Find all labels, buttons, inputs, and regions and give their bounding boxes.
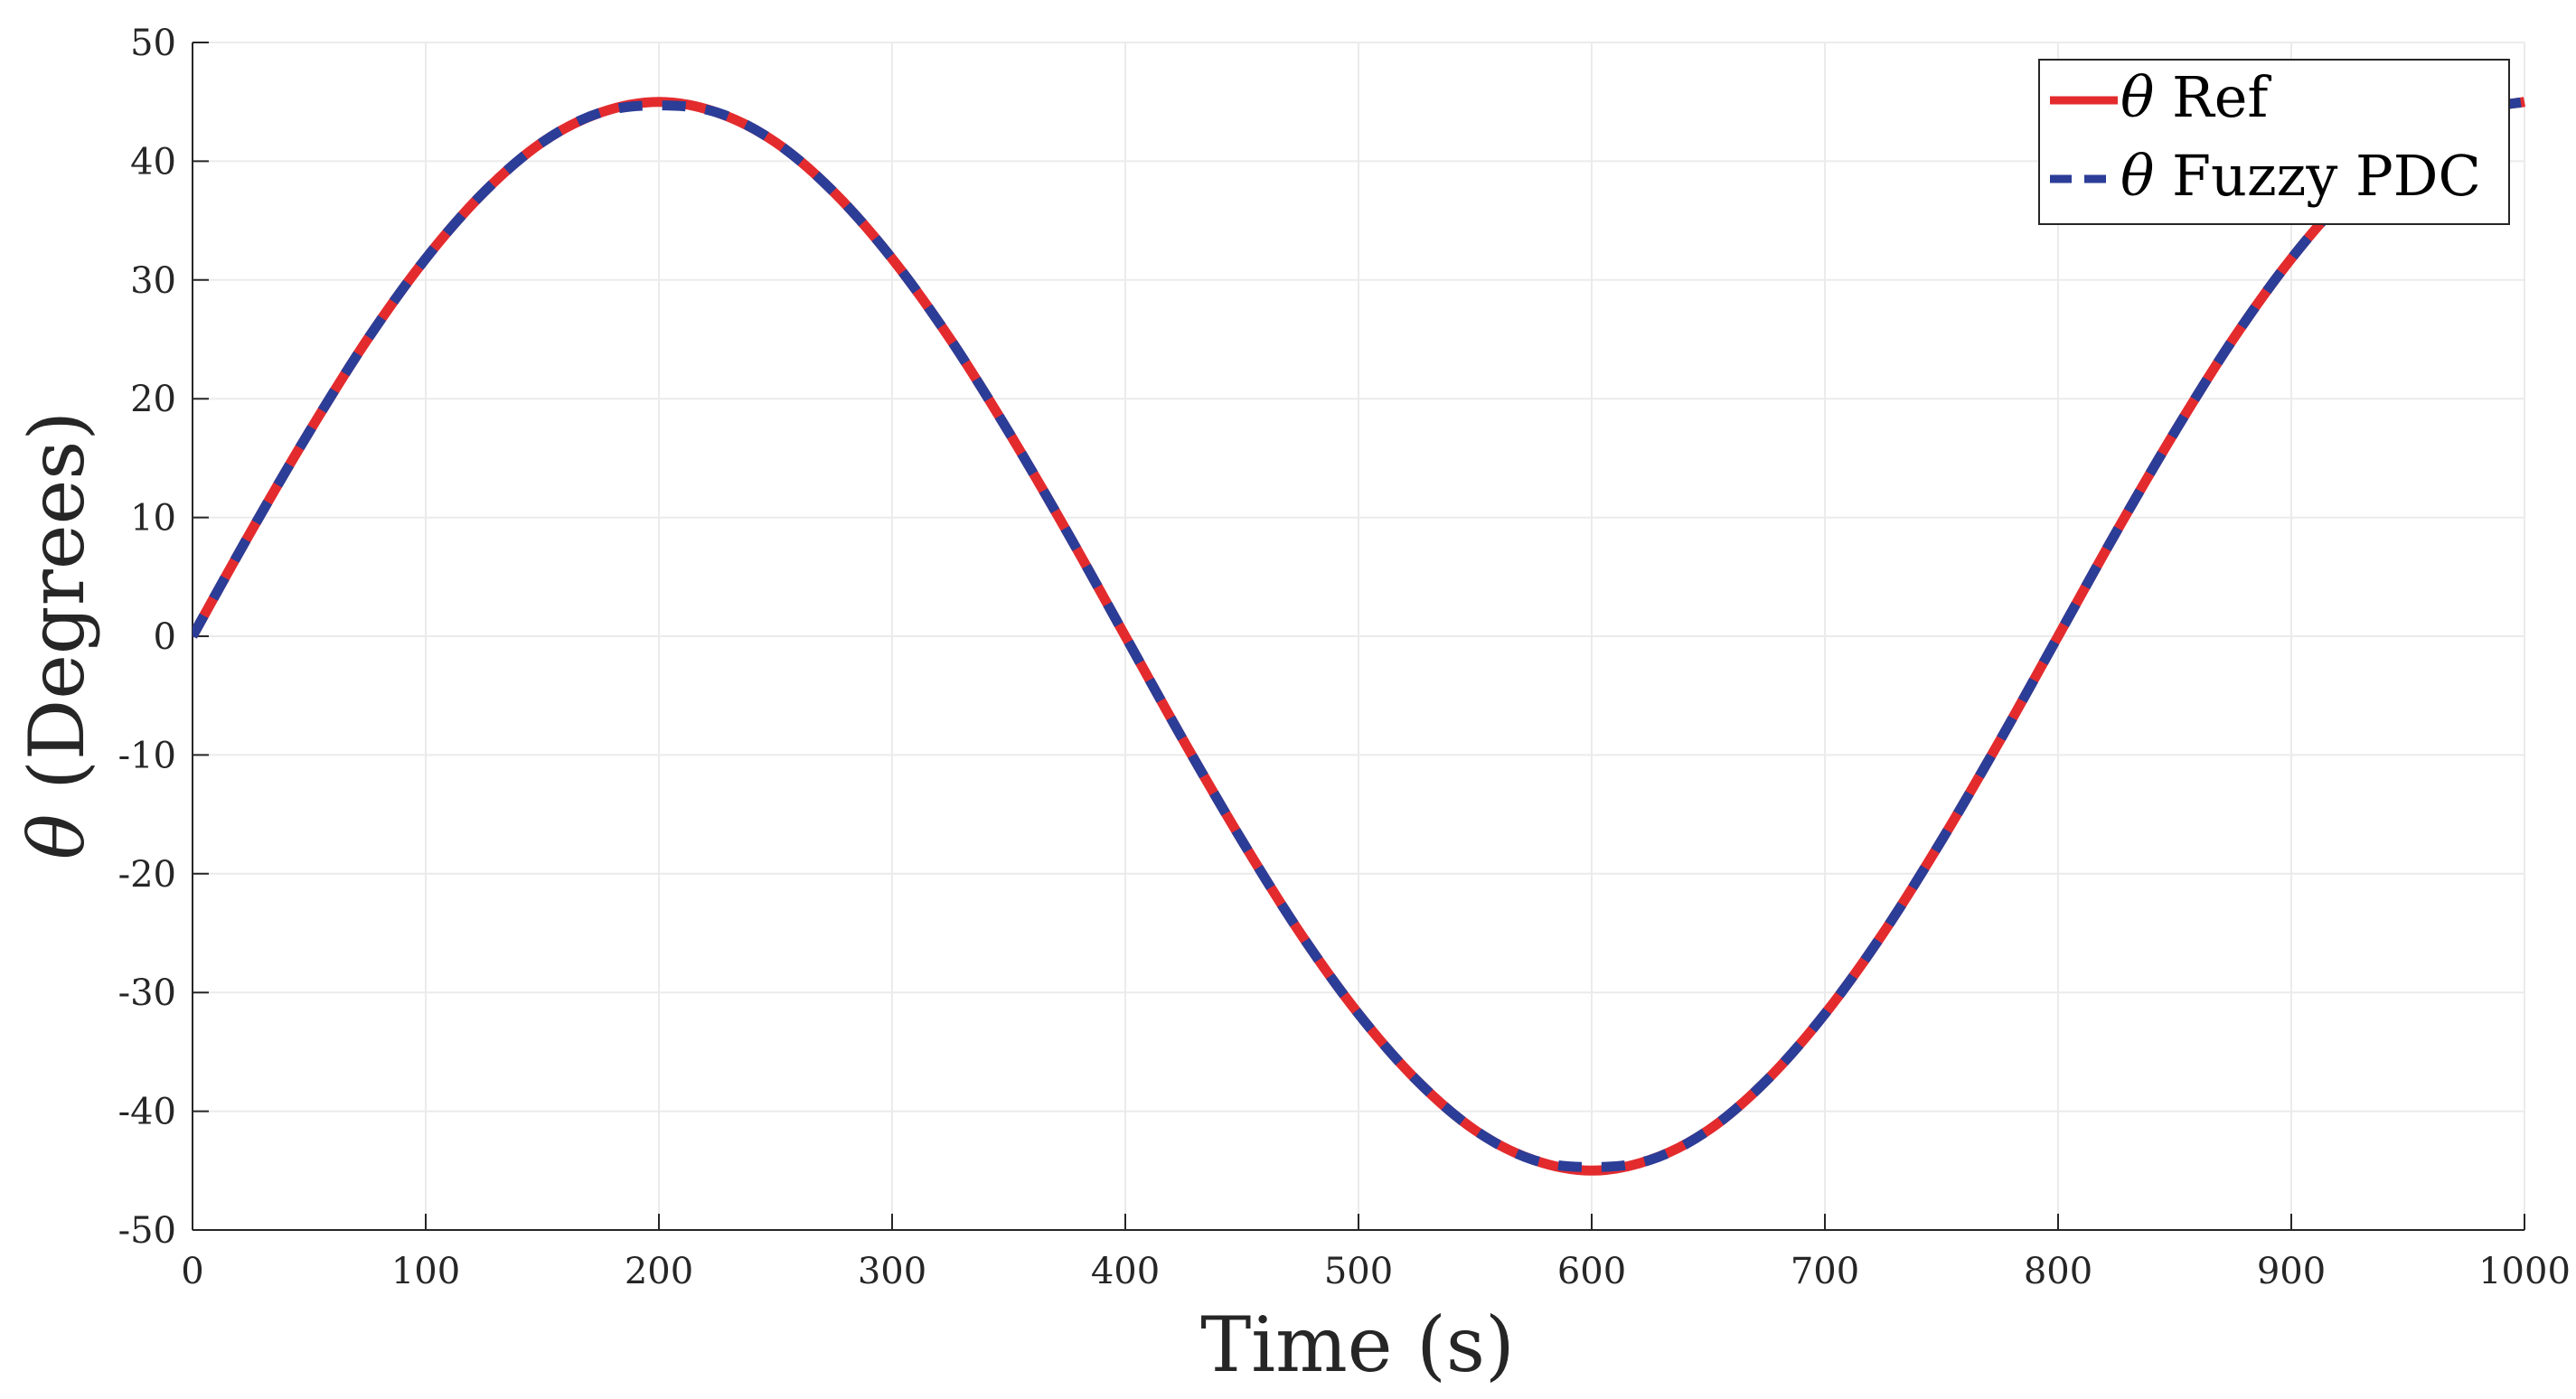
y-tick-label: 50 xyxy=(130,23,176,64)
series-line-fuzzy-pdc xyxy=(193,97,2525,1172)
y-tick-label: 20 xyxy=(130,379,176,420)
legend-label-fuzzy-pdc-text: Fuzzy PDC xyxy=(2154,143,2481,209)
x-tick-label: 100 xyxy=(391,1251,460,1292)
legend-label-ref-symbol: θ xyxy=(2120,64,2154,130)
y-tick-label: 0 xyxy=(154,616,176,658)
legend-label-ref: θ Ref xyxy=(2120,64,2271,130)
legend-box xyxy=(2038,59,2510,225)
x-tick-label: 0 xyxy=(181,1251,203,1292)
x-tick-label: 200 xyxy=(625,1251,693,1292)
y-tick-label: 40 xyxy=(130,141,176,183)
y-tick-label: -40 xyxy=(118,1092,176,1133)
y-tick-label: 10 xyxy=(130,498,176,540)
x-tick-label: 900 xyxy=(2257,1251,2326,1292)
x-tick-label: 600 xyxy=(1557,1251,1626,1292)
tick-labels: 0 100 200 300 400 500 600 700 800 900 100050403020… xyxy=(118,23,2571,1292)
x-tick-label: 1000 xyxy=(2478,1251,2571,1292)
legend-label-ref-text: Ref xyxy=(2154,64,2271,130)
legend-label-fuzzy-pdc: θ Fuzzy PDC xyxy=(2120,143,2481,209)
y-axis-title-text: (Degrees) xyxy=(13,411,101,814)
x-axis-title: Time (s) xyxy=(1200,1300,1515,1389)
y-tick-label: -10 xyxy=(118,735,176,776)
x-tick-label: 400 xyxy=(1091,1251,1160,1292)
plot-area xyxy=(193,97,2525,1176)
x-tick-label: 500 xyxy=(1324,1251,1393,1292)
legend: θ Ref θ Fuzzy PDC xyxy=(2038,59,2510,225)
legend-label-fuzzy-pdc-symbol: θ xyxy=(2120,143,2154,209)
y-tick-label: -50 xyxy=(118,1210,176,1252)
x-tick-label: 800 xyxy=(2024,1251,2092,1292)
x-tick-label: 700 xyxy=(1791,1251,1859,1292)
x-tick-label: 300 xyxy=(858,1251,926,1292)
y-axis-title-symbol: θ xyxy=(13,814,101,860)
y-tick-label: -30 xyxy=(118,972,176,1014)
y-tick-label: 30 xyxy=(130,260,176,302)
y-tick-label: -20 xyxy=(118,854,176,896)
y-axis-title: θ (Degrees) xyxy=(13,411,101,859)
